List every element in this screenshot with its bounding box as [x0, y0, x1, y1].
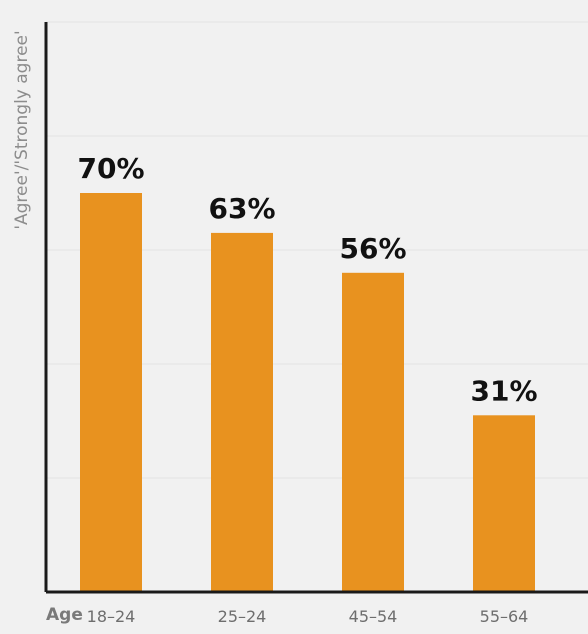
- bar: [342, 272, 404, 592]
- data-label: 70%: [77, 152, 144, 185]
- data-label: 63%: [208, 192, 275, 225]
- x-tick-label: 45–54: [349, 607, 398, 626]
- x-tick-label: 25–24: [218, 607, 267, 626]
- x-axis-title: Age: [46, 605, 83, 625]
- data-label: 56%: [339, 232, 406, 265]
- data-label: 31%: [470, 374, 537, 407]
- x-tick-label: 18–24: [87, 607, 136, 626]
- bar: [473, 415, 535, 592]
- bar: [80, 193, 142, 592]
- bar: [211, 232, 273, 592]
- x-tick-label: 55–64: [480, 607, 529, 626]
